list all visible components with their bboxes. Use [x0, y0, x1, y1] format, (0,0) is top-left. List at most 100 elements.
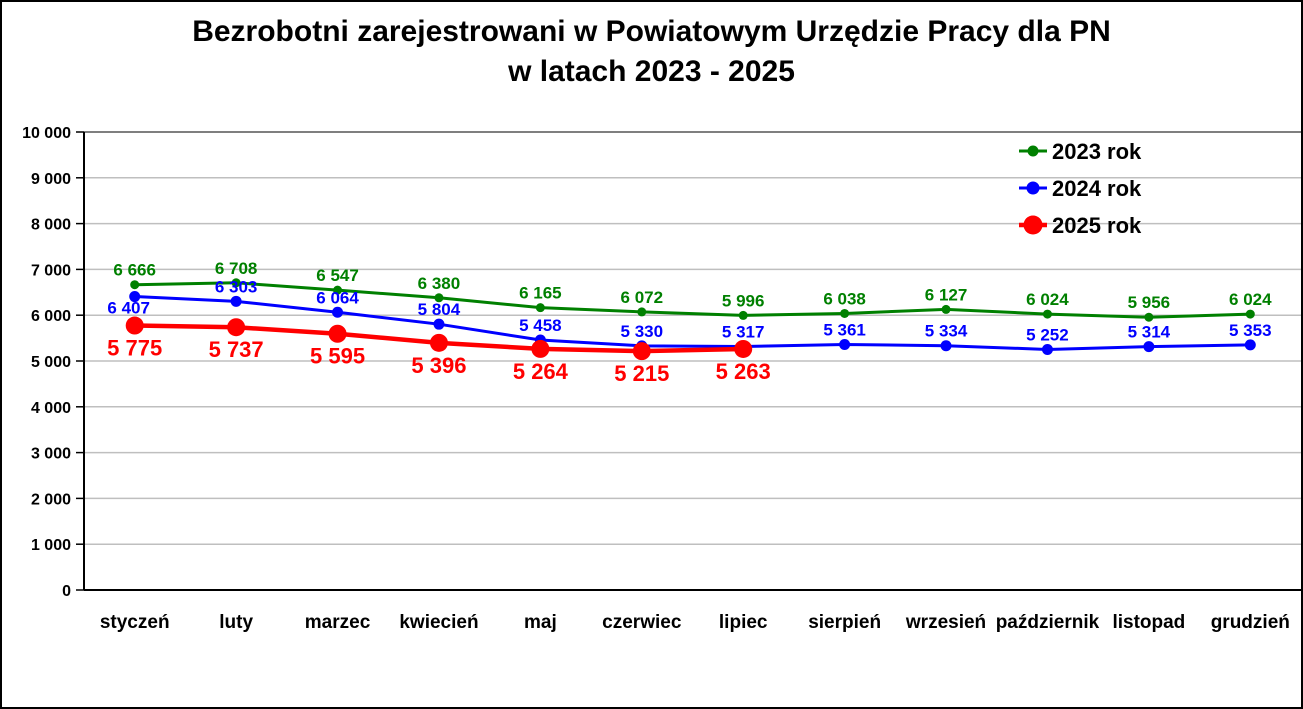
- data-label: 5 252: [1026, 325, 1069, 344]
- data-label: 6 303: [215, 277, 258, 296]
- series-2023-rok: 6 666 6 708 6 547 6 380 6 165 6 072 5 996 6 038…: [113, 259, 1272, 322]
- data-point-marker: [433, 318, 445, 330]
- data-point-marker: [738, 310, 748, 320]
- data-point-marker: [734, 339, 753, 358]
- data-point-marker: [333, 285, 343, 295]
- data-label: 6 380: [418, 274, 461, 293]
- legend-entry-2024-rok: 2024 rok: [1019, 176, 1142, 201]
- data-label: 5 263: [716, 359, 771, 384]
- data-label: 6 666: [113, 261, 156, 280]
- legend-label: 2024 rok: [1052, 176, 1142, 201]
- data-label: 5 264: [513, 359, 569, 384]
- series-line: [134, 295, 1251, 351]
- x-axis-label: styczeń: [100, 612, 170, 633]
- data-label: 5 458: [519, 316, 562, 335]
- data-point-marker: [328, 324, 347, 343]
- data-point-marker: [130, 280, 140, 290]
- data-point-marker: [231, 278, 241, 288]
- data-point-marker: [1245, 309, 1255, 319]
- data-label: 5 396: [411, 353, 466, 378]
- data-label: 5 737: [209, 337, 264, 362]
- data-label: 6 127: [925, 285, 968, 304]
- data-point-marker: [1143, 341, 1155, 353]
- x-axis-label: wrzesień: [905, 612, 986, 633]
- data-label: 5 996: [722, 291, 765, 310]
- legend-marker: [1027, 145, 1039, 157]
- y-axis-tick-label: 5 000: [31, 354, 71, 371]
- data-point-marker: [230, 295, 242, 307]
- series-2025-rok: 5 775 5 737 5 595 5 396 5 264 5 215 5 263: [107, 316, 771, 386]
- data-label: 5 314: [1128, 323, 1171, 342]
- y-axis-tick-label: 7 000: [31, 262, 71, 279]
- data-label: 6 064: [316, 288, 359, 307]
- y-axis-tick-label: 0: [62, 583, 71, 600]
- data-label: 5 775: [107, 336, 162, 361]
- y-axis-tick-label: 1 000: [31, 537, 71, 554]
- data-point-marker: [1144, 312, 1154, 322]
- data-point-marker: [637, 307, 647, 317]
- legend-marker: [1023, 215, 1043, 235]
- legend-entry-2025-rok: 2025 rok: [1019, 213, 1142, 238]
- y-axis-tick-label: 8 000: [31, 217, 71, 234]
- data-label: 5 353: [1229, 321, 1272, 340]
- data-point-marker: [227, 318, 246, 337]
- y-axis-tick-label: 4 000: [31, 400, 71, 417]
- data-point-marker: [840, 308, 850, 318]
- data-point-marker: [129, 291, 141, 303]
- chart-title-line2: w latach 2023 - 2025: [508, 55, 795, 88]
- data-label: 6 024: [1026, 290, 1069, 309]
- x-axis-label: marzec: [305, 612, 371, 633]
- data-point-marker: [332, 306, 344, 318]
- data-point-marker: [1042, 309, 1052, 319]
- legend-entry-2023-rok: 2023 rok: [1019, 139, 1142, 164]
- chart-title: Bezrobotni zarejestrowani w Powiatowym U…: [2, 12, 1301, 92]
- data-point-marker: [429, 333, 448, 352]
- data-point-marker: [632, 342, 651, 361]
- data-label: 5 595: [310, 344, 365, 369]
- data-point-marker: [839, 338, 851, 350]
- data-label: 5 215: [614, 361, 669, 386]
- data-label: 5 361: [823, 320, 866, 339]
- legend-marker: [1026, 181, 1040, 195]
- data-label: 6 024: [1229, 290, 1272, 309]
- data-label: 5 330: [621, 322, 664, 341]
- legend-label: 2025 rok: [1052, 213, 1142, 238]
- y-axis-tick-label: 6 000: [31, 308, 71, 325]
- data-point-marker: [940, 340, 952, 352]
- data-point-marker: [434, 293, 444, 303]
- data-point-marker: [125, 316, 144, 335]
- data-point-marker: [531, 339, 550, 358]
- data-label: 6 407: [107, 299, 150, 318]
- x-axis-label: listopad: [1112, 612, 1185, 633]
- x-axis-label: sierpień: [808, 612, 881, 633]
- data-label: 6 708: [215, 259, 258, 278]
- data-point-marker: [1244, 339, 1256, 351]
- data-label: 5 317: [722, 322, 765, 341]
- legend-label: 2023 rok: [1052, 139, 1142, 164]
- chart-title-line1: Bezrobotni zarejestrowani w Powiatowym U…: [192, 15, 1111, 48]
- legend: 2023 rok 2024 rok 2025 rok: [1019, 139, 1142, 238]
- y-axis-tick-label: 3 000: [31, 446, 71, 463]
- data-label: 6 072: [621, 288, 664, 307]
- data-label: 5 956: [1128, 293, 1171, 312]
- x-axis-label: maj: [524, 612, 557, 633]
- plot-area: 0 1 000 2 000 3 000 4 000 5 000 6 000 7 000 8 00…: [22, 125, 1301, 633]
- data-point-marker: [1041, 343, 1053, 355]
- series-2024-rok: 6 407 6 303 6 064 5 804 5 458 5 330 5 317 5 361…: [107, 277, 1272, 355]
- x-axis-label: luty: [219, 612, 253, 633]
- x-axis-label: kwiecień: [399, 612, 478, 633]
- data-point-marker: [941, 304, 951, 314]
- data-label: 5 804: [418, 300, 461, 319]
- data-label: 5 334: [925, 322, 968, 341]
- data-label: 6 165: [519, 284, 562, 303]
- x-axis-label: grudzień: [1211, 612, 1290, 633]
- data-label: 6 547: [316, 266, 359, 285]
- x-axis-label: czerwiec: [602, 612, 682, 633]
- x-axis-label: lipiec: [719, 612, 768, 633]
- data-point-marker: [535, 303, 545, 313]
- y-axis-tick-label: 10 000: [22, 125, 71, 142]
- y-axis-tick-label: 9 000: [31, 171, 71, 188]
- x-axis-label: październik: [996, 612, 1100, 633]
- y-axis-tick-label: 2 000: [31, 491, 71, 508]
